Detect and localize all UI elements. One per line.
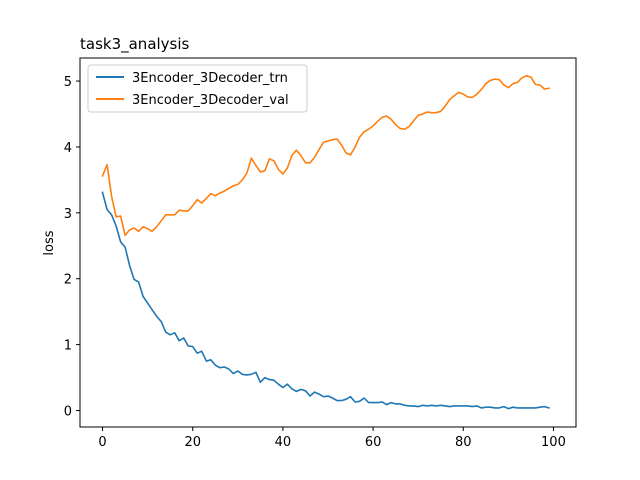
legend-box — [87, 64, 308, 113]
y-tick-label: 2 — [64, 273, 72, 288]
x-tick-label: 20 — [184, 435, 201, 450]
y-tick-label: 4 — [64, 141, 72, 156]
plot-lines — [101, 75, 550, 410]
y-tick-label: 3 — [64, 207, 72, 222]
axes-frame — [79, 57, 577, 428]
y-tick-label: 1 — [64, 339, 72, 354]
y-axis-label: loss — [42, 230, 57, 255]
series-line-trn — [101, 191, 550, 410]
x-tick-label: 60 — [365, 435, 382, 450]
y-tick-label: 5 — [64, 75, 72, 90]
x-axis: 0 20 40 60 80 100 — [98, 427, 566, 450]
x-tick-label: 100 — [541, 435, 566, 450]
y-axis: 0 1 2 3 4 5 — [64, 75, 80, 420]
chart-title: task3_analysis — [80, 35, 190, 54]
x-tick-label: 0 — [98, 435, 106, 450]
legend: 3Encoder_3Decoder_trn 3Encoder_3Decoder_… — [87, 64, 308, 113]
y-tick-label: 0 — [64, 405, 72, 420]
legend-label-trn: 3Encoder_3Decoder_trn — [132, 71, 288, 86]
series-line-val — [101, 75, 550, 237]
x-tick-label: 80 — [455, 435, 472, 450]
legend-label-val: 3Encoder_3Decoder_val — [132, 93, 289, 108]
x-tick-label: 40 — [275, 435, 292, 450]
